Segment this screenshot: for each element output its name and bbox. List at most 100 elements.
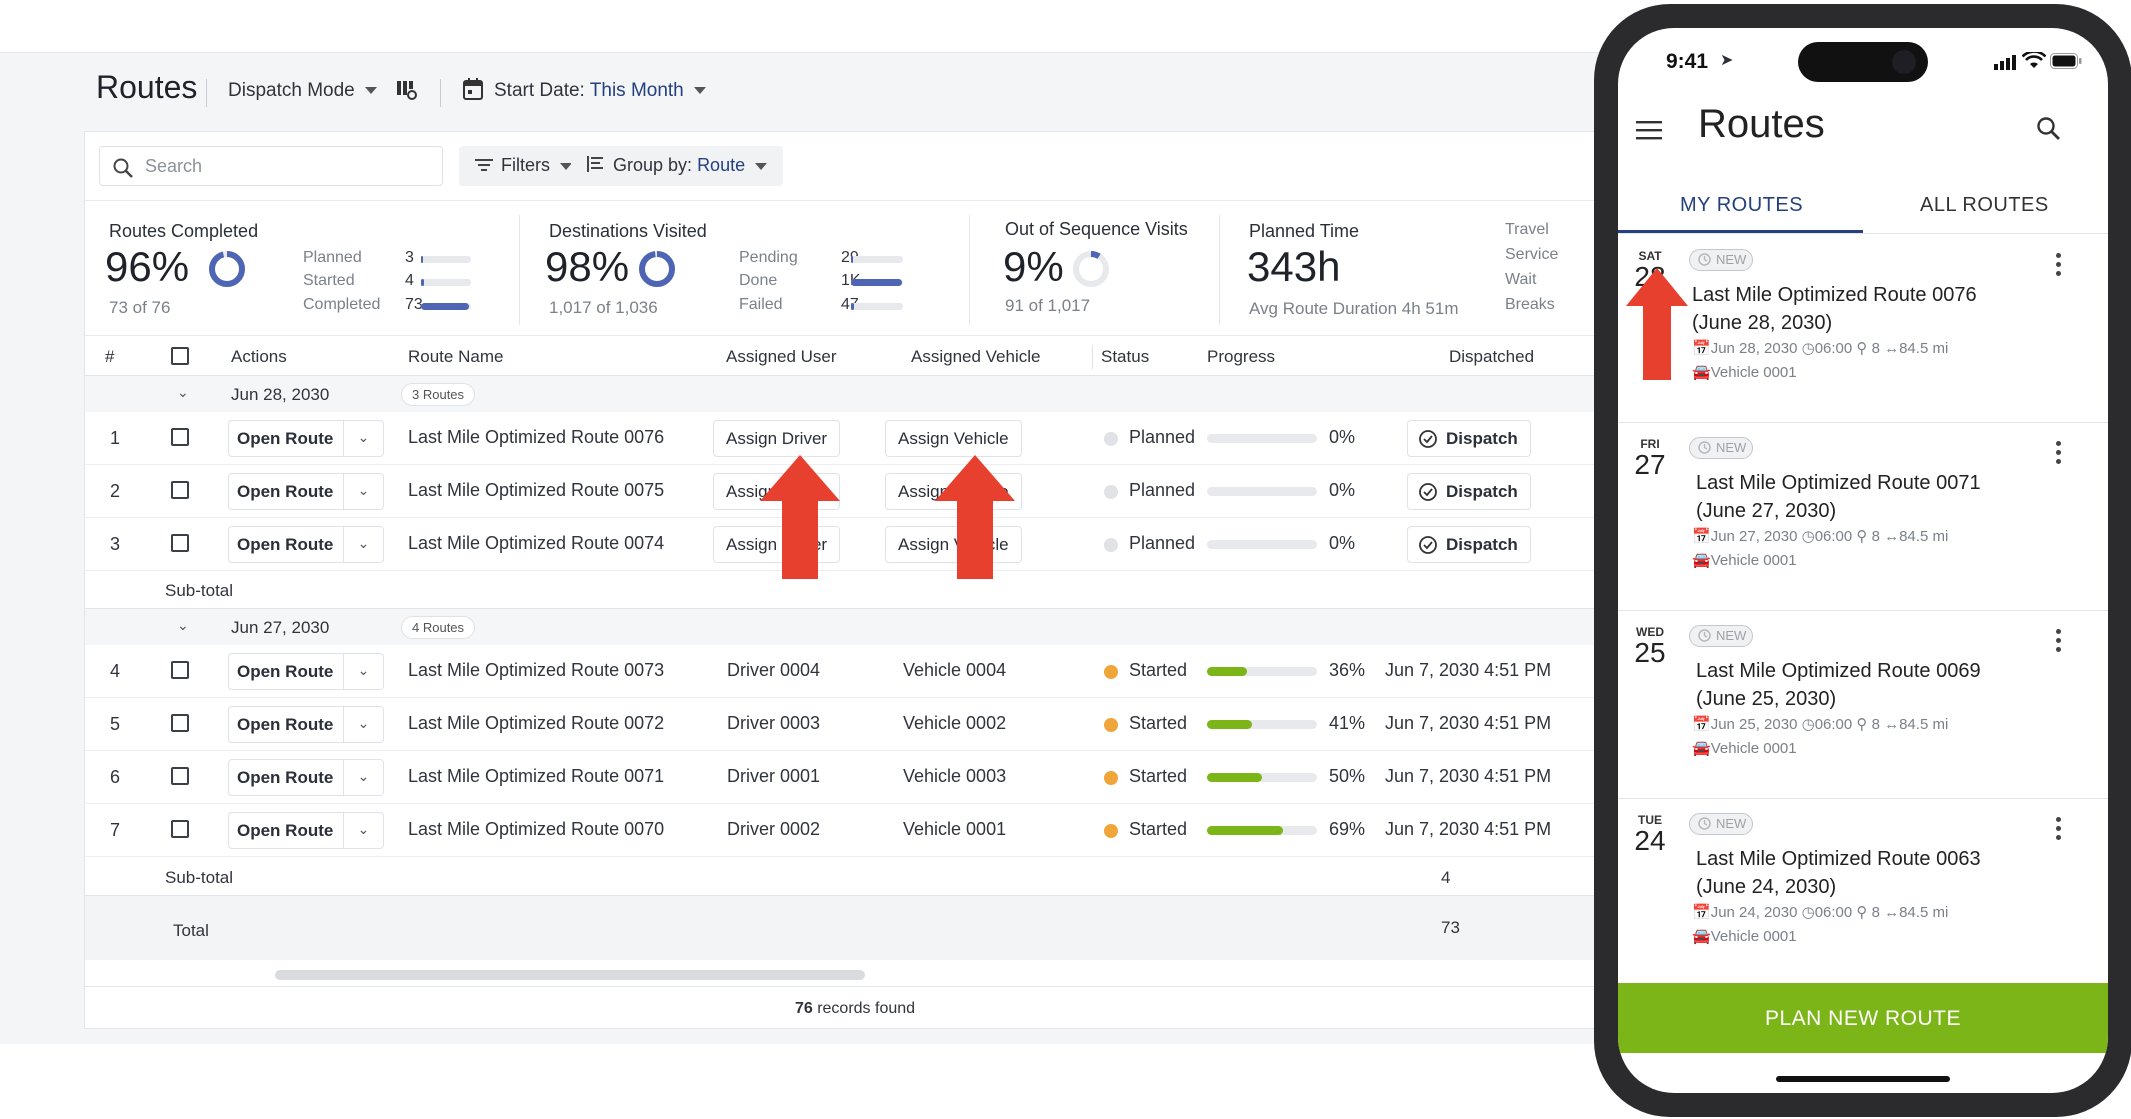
stat-label: Destinations Visited xyxy=(549,221,707,241)
tab-all-routes[interactable]: ALL ROUTES xyxy=(1920,194,2049,216)
stat-row-planned: Planned 3 xyxy=(303,249,414,267)
column-header-actions: Actions xyxy=(231,347,287,366)
table-row: 4 Open Route ⌄ Last Mile Optimized Route … xyxy=(85,645,1600,698)
route-name[interactable]: Last Mile Optimized Route 0070 xyxy=(408,819,665,839)
page-header: Routes Dispatch Mode Start Date: This Mo… xyxy=(0,53,1600,128)
open-route-label: Open Route xyxy=(237,429,334,448)
list-item[interactable]: TUE 24 NEW Last Mile Optimized Route 006… xyxy=(1618,799,2108,987)
column-header-dispatched[interactable]: Dispatched xyxy=(1449,347,1535,366)
stat-row-label: Travel xyxy=(1505,221,1549,238)
calendar-icon[interactable] xyxy=(462,77,484,106)
row-checkbox[interactable] xyxy=(171,714,189,732)
dispatch-button[interactable]: Dispatch xyxy=(1407,473,1531,510)
search-icon xyxy=(113,158,133,178)
assigned-user[interactable]: Driver 0002 xyxy=(727,819,821,839)
route-name[interactable]: Last Mile Optimized Route 0072 xyxy=(408,713,665,733)
row-checkbox[interactable] xyxy=(171,661,189,679)
search-input[interactable]: Search xyxy=(99,146,443,186)
page-title: Routes xyxy=(96,69,198,105)
column-header-assigned-vehicle[interactable]: Assigned Vehicle xyxy=(911,347,1041,366)
chevron-down-icon[interactable]: ⌄ xyxy=(343,474,383,509)
new-badge: NEW xyxy=(1689,813,1753,835)
group-by-dropdown[interactable]: Group by: Route xyxy=(571,146,784,186)
assign-driver-button[interactable]: Assign Driver xyxy=(713,526,841,563)
assign-vehicle-button[interactable]: Assign Vehicle xyxy=(885,420,1022,457)
row-checkbox[interactable] xyxy=(171,428,189,446)
caret-down-icon xyxy=(755,162,768,170)
stat-sub: 91 of 1,017 xyxy=(1005,296,1091,315)
route-name[interactable]: Last Mile Optimized Route 0071 xyxy=(408,766,665,786)
row-checkbox[interactable] xyxy=(171,767,189,785)
open-route-label: Open Route xyxy=(237,821,334,840)
column-settings-icon[interactable] xyxy=(396,79,418,106)
column-header-progress[interactable]: Progress xyxy=(1207,347,1276,366)
group-header[interactable]: ⌄ Jun 28, 2030 3 Routes xyxy=(85,376,1600,412)
chevron-down-icon[interactable]: ⌄ xyxy=(343,421,383,456)
filters-button[interactable]: Filters xyxy=(459,146,588,186)
assigned-user[interactable]: Driver 0003 xyxy=(727,713,821,733)
list-item[interactable]: WED 25 NEW Last Mile Optimized Route 006… xyxy=(1618,611,2108,799)
table-row: 6 Open Route ⌄ Last Mile Optimized Route … xyxy=(85,751,1600,804)
route-name[interactable]: Last Mile Optimized Route 0074 xyxy=(408,533,665,553)
open-route-button[interactable]: Open Route ⌄ xyxy=(228,653,384,690)
chevron-down-icon[interactable]: ⌄ xyxy=(343,760,383,795)
status-text: Planned xyxy=(1129,533,1196,553)
row-checkbox[interactable] xyxy=(171,481,189,499)
open-route-button[interactable]: Open Route ⌄ xyxy=(228,706,384,743)
more-options-icon[interactable] xyxy=(2056,629,2062,656)
open-route-button[interactable]: Open Route ⌄ xyxy=(228,420,384,457)
row-checkbox[interactable] xyxy=(171,820,189,838)
row-checkbox[interactable] xyxy=(171,534,189,552)
route-name[interactable]: Last Mile Optimized Route 0075 xyxy=(408,480,665,500)
stat-row-label: Started xyxy=(303,272,355,289)
dispatch-mode-dropdown[interactable]: Dispatch Mode xyxy=(228,80,377,102)
row-number: 3 xyxy=(110,534,121,554)
chevron-down-icon[interactable]: ⌄ xyxy=(343,707,383,742)
completion-ring xyxy=(639,251,675,287)
horizontal-scrollbar[interactable] xyxy=(275,970,865,980)
start-date-dropdown[interactable]: Start Date: This Month xyxy=(494,80,706,102)
assigned-vehicle[interactable]: Vehicle 0002 xyxy=(903,713,1007,733)
assigned-user[interactable]: Driver 0004 xyxy=(727,660,821,680)
group-header[interactable]: ⌄ Jun 27, 2030 4 Routes xyxy=(85,609,1600,645)
more-options-icon[interactable] xyxy=(2056,817,2062,844)
route-name[interactable]: Last Mile Optimized Route 0073 xyxy=(408,660,665,680)
dispatch-button[interactable]: Dispatch xyxy=(1407,526,1531,563)
search-icon[interactable] xyxy=(2036,116,2062,142)
assigned-vehicle[interactable]: Vehicle 0004 xyxy=(903,660,1007,680)
plan-new-route-button[interactable]: PLAN NEW ROUTE xyxy=(1618,983,2108,1053)
chevron-down-icon[interactable]: ⌄ xyxy=(343,654,383,689)
records-footer: 76 records found xyxy=(85,986,1600,1030)
more-options-icon[interactable] xyxy=(2056,441,2062,468)
dispatch-button[interactable]: Dispatch xyxy=(1407,420,1531,457)
assigned-vehicle[interactable]: Vehicle 0001 xyxy=(903,819,1007,839)
tab-my-routes[interactable]: MY ROUTES xyxy=(1680,194,1804,216)
group-by-value: Route xyxy=(697,155,746,175)
status-dot xyxy=(1104,665,1118,679)
open-route-button[interactable]: Open Route ⌄ xyxy=(228,473,384,510)
chevron-down-icon[interactable]: ⌄ xyxy=(177,617,189,633)
chevron-down-icon[interactable]: ⌄ xyxy=(343,527,383,562)
route-name[interactable]: Last Mile Optimized Route 0076 xyxy=(408,427,665,447)
chevron-down-icon[interactable]: ⌄ xyxy=(177,384,189,400)
assign-driver-button[interactable]: Assign Driver xyxy=(713,420,841,457)
list-item[interactable]: SAT 28 NEW Last Mile Optimized Route 007… xyxy=(1618,235,2108,423)
stat-bar xyxy=(851,303,903,310)
divider xyxy=(969,215,970,325)
more-options-icon[interactable] xyxy=(2056,253,2062,280)
vehicle-name: Vehicle 0001 xyxy=(1710,552,1797,569)
chevron-down-icon[interactable]: ⌄ xyxy=(343,813,383,848)
column-header-route-name[interactable]: Route Name xyxy=(408,347,504,366)
select-all-checkbox[interactable] xyxy=(171,347,189,365)
column-header-status[interactable]: Status xyxy=(1101,347,1150,366)
open-route-button[interactable]: Open Route ⌄ xyxy=(228,759,384,796)
column-header-assigned-user[interactable]: Assigned User xyxy=(726,347,837,366)
records-count: 76 xyxy=(794,1000,813,1017)
list-item[interactable]: FRI 27 NEW Last Mile Optimized Route 007… xyxy=(1618,423,2108,611)
completion-ring xyxy=(209,251,245,287)
open-route-button[interactable]: Open Route ⌄ xyxy=(228,812,384,849)
open-route-button[interactable]: Open Route ⌄ xyxy=(228,526,384,563)
assigned-user[interactable]: Driver 0001 xyxy=(727,766,821,786)
hamburger-menu-icon[interactable] xyxy=(1636,120,1662,140)
assigned-vehicle[interactable]: Vehicle 0003 xyxy=(903,766,1007,786)
